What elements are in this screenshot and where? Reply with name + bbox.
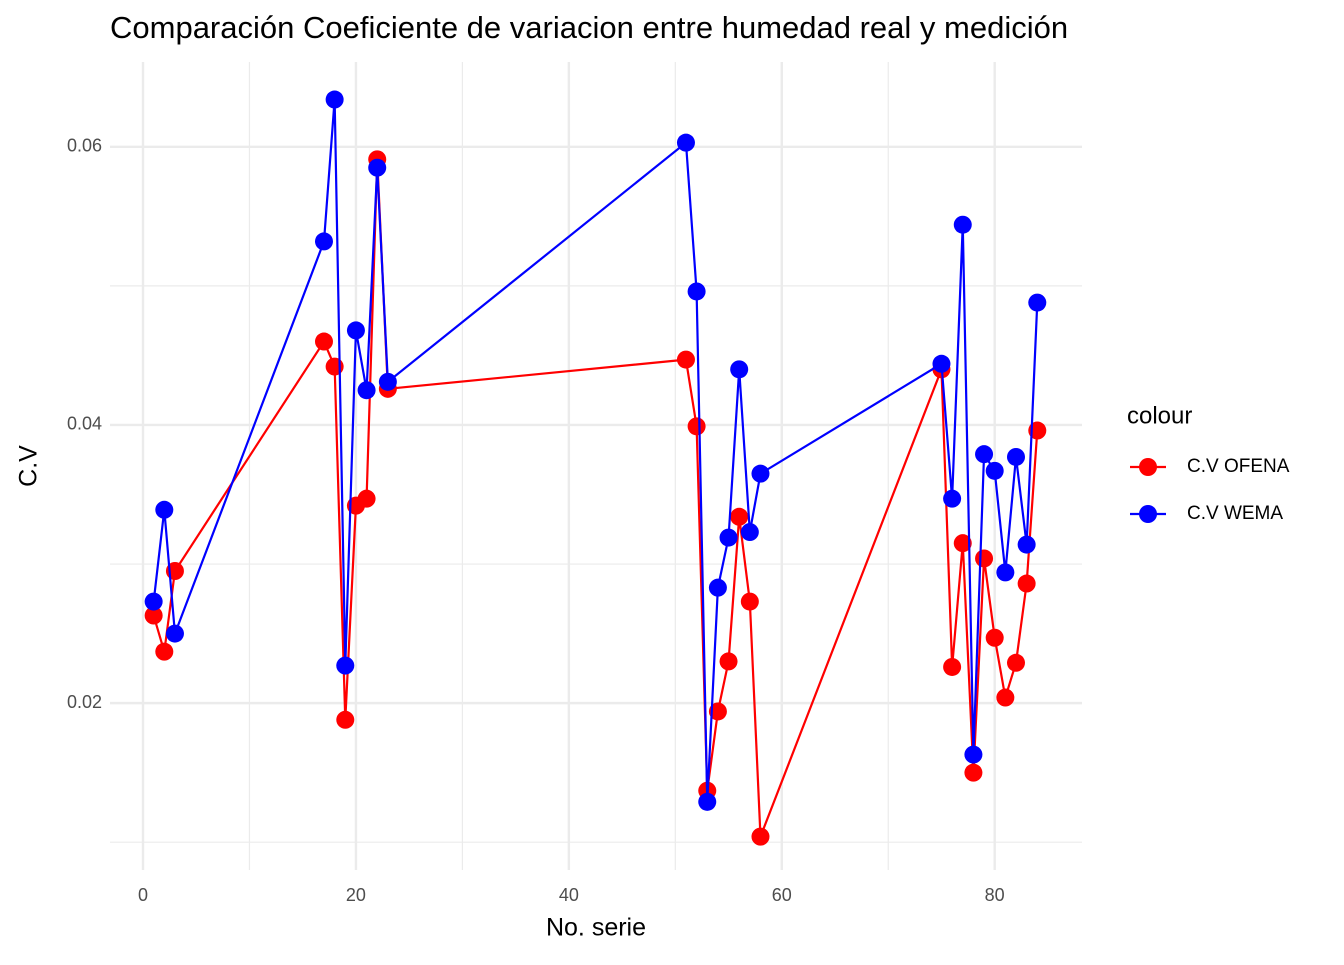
data-point [687, 417, 706, 436]
data-point [964, 763, 983, 782]
data-point [943, 657, 962, 676]
data-point [144, 606, 163, 625]
series-line [152, 99, 1039, 802]
data-point [953, 534, 972, 553]
data-point [740, 592, 759, 611]
data-point [996, 563, 1015, 582]
data-point [751, 827, 770, 846]
x-tick-label: 40 [559, 885, 579, 905]
data-point [730, 507, 749, 526]
data-point [719, 652, 738, 671]
data-point [964, 745, 983, 764]
data-point [1006, 653, 1025, 672]
data-point [1017, 574, 1036, 593]
data-point [708, 578, 727, 597]
data-point [996, 688, 1015, 707]
y-axis-label: C.V [15, 445, 43, 487]
data-point [730, 360, 749, 379]
data-point [1028, 293, 1047, 312]
plot-area [144, 90, 1047, 846]
y-tick-label: 0.06 [67, 136, 102, 156]
data-point [975, 549, 994, 568]
data-point [336, 710, 355, 729]
legend-marker [1139, 458, 1157, 476]
data-point [932, 354, 951, 373]
legend-label: C.V WEMA [1187, 503, 1283, 524]
data-point [336, 656, 355, 675]
x-tick-label: 20 [346, 885, 366, 905]
data-point [165, 624, 184, 643]
data-point [676, 133, 695, 152]
x-axis-label: No. serie [546, 914, 646, 942]
data-point [943, 489, 962, 508]
data-point [357, 489, 376, 508]
data-point [378, 372, 397, 391]
data-point [357, 381, 376, 400]
x-tick-label: 0 [138, 885, 148, 905]
data-point [368, 158, 387, 177]
data-point [953, 215, 972, 234]
y-tick-label: 0.04 [67, 414, 102, 434]
data-point [155, 642, 174, 661]
data-point [975, 445, 994, 464]
data-point [985, 628, 1004, 647]
legend-marker [1139, 505, 1157, 523]
data-point [687, 282, 706, 301]
data-point [346, 321, 365, 340]
data-point [314, 332, 333, 351]
grid [110, 62, 1082, 870]
data-point [1017, 535, 1036, 554]
data-point [1006, 447, 1025, 466]
data-point [325, 90, 344, 109]
x-tick-label: 60 [772, 885, 792, 905]
series-line [152, 159, 1039, 838]
data-point [676, 350, 695, 369]
legend-label: C.V OFENA [1187, 456, 1290, 477]
y-tick-label: 0.02 [67, 692, 102, 712]
data-point [698, 792, 717, 811]
data-point [708, 702, 727, 721]
data-point [719, 528, 738, 547]
data-point [751, 464, 770, 483]
data-point [314, 232, 333, 251]
data-point [325, 357, 344, 376]
data-point [740, 523, 759, 542]
data-point [144, 592, 163, 611]
data-point [155, 500, 174, 519]
x-tick-label: 80 [985, 885, 1005, 905]
data-point [985, 461, 1004, 480]
legend-title: colour [1127, 402, 1192, 429]
chart-title: Comparación Coeficiente de variacion ent… [110, 10, 1068, 45]
